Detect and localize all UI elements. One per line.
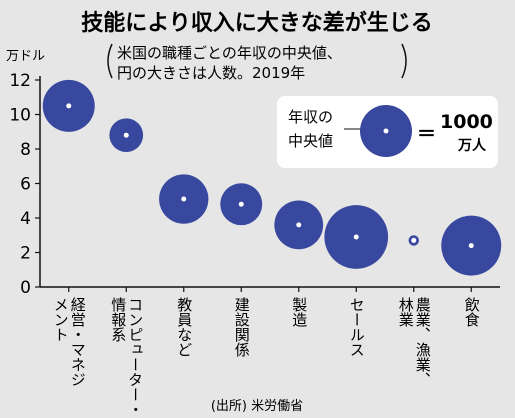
legend-value: 1000 [440, 111, 493, 133]
x-category-label: 建設関係 [233, 297, 251, 358]
subtitle-line-2: 円の大きさは人数。2019年 [117, 64, 305, 82]
bubble-center [66, 103, 72, 109]
x-category-label: 情報系 [109, 297, 127, 342]
legend: 年収の 中央値 ＝ 1000 万人 [277, 96, 498, 168]
bubble-center [238, 201, 244, 207]
y-tick-label: 2 [20, 244, 31, 264]
y-tick-label: 0 [20, 278, 31, 298]
source-note: (出所) 米労働省 [211, 399, 303, 414]
y-tick-label: 4 [20, 209, 31, 229]
y-tick-label: 12 [9, 71, 31, 91]
y-tick-label: 6 [20, 175, 31, 195]
bubble-center [181, 196, 187, 202]
x-category-label: 経営・マネジ [69, 297, 87, 387]
x-category-label: コンピューター・ [126, 297, 144, 417]
legend-label-line-2: 中央値 [288, 132, 333, 150]
x-category-label: 教員など [175, 297, 193, 357]
subtitle-bracket-right [401, 43, 407, 79]
legend-label-line-1: 年収の [288, 108, 333, 126]
bubble-center [296, 222, 302, 228]
x-category-label: セールス [348, 297, 366, 357]
chart-title: 技能により収入に大きな差が生じる [81, 10, 433, 36]
bubble-center [123, 132, 129, 138]
legend-unit: 万人 [457, 137, 487, 154]
subtitle-bracket-left [107, 43, 113, 79]
x-category-label: メント [52, 297, 70, 342]
x-category-label: 林業 [397, 297, 415, 327]
bubble-center [468, 243, 474, 249]
subtitle-line-1: 米国の職種ごとの年収の中央値、 [117, 44, 342, 62]
y-axis-unit: 万ドル [6, 49, 45, 64]
bubble-center [353, 234, 359, 240]
y-tick-label: 8 [20, 140, 31, 160]
x-category-label: 製造 [290, 297, 308, 328]
y-tick-label: 10 [9, 106, 31, 126]
bubble-center [411, 237, 417, 243]
x-category-label: 農業、漁業、 [414, 297, 432, 387]
x-category-label: 飲食 [463, 297, 481, 327]
legend-equals: ＝ [417, 123, 436, 145]
legend-bubble-center [383, 128, 389, 134]
